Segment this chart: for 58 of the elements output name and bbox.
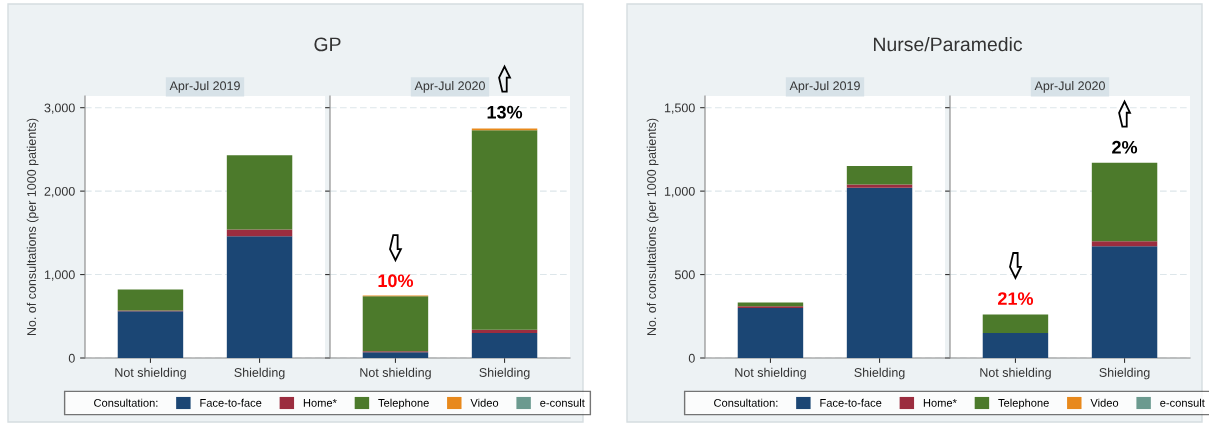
legend-label: Home* [923, 399, 957, 407]
legend-label: Video [1090, 398, 1119, 407]
legend-title: Consultation: [714, 398, 778, 407]
legend-label: Face-to-face [200, 398, 262, 407]
bar [362, 296, 429, 352]
y-axis-title: No. of consultations (per 1000 patients) [26, 118, 39, 336]
bar [1091, 162, 1158, 242]
x-tick-label: Shielding [234, 367, 285, 380]
legend-label: Face-to-face [820, 398, 882, 407]
bar [226, 155, 293, 230]
y-tick-label: 0 [688, 353, 695, 363]
bar [1091, 246, 1158, 358]
legend-label: Video [470, 398, 499, 407]
x-tick-label: Shielding [479, 367, 530, 380]
bar [846, 166, 913, 185]
bar [471, 130, 538, 330]
bar [982, 314, 1049, 333]
chart-subtitle: Apr-Jul 2020 [414, 81, 485, 93]
annotation: 13% [487, 105, 523, 119]
legend-label: Home* [303, 399, 337, 407]
y-tick-label: 500 [674, 270, 695, 280]
bar [737, 307, 804, 358]
bar [846, 184, 913, 188]
legend-label: Telephone [378, 398, 429, 410]
chart-subtitle: Apr-Jul 2019 [789, 81, 860, 93]
bar [117, 311, 184, 358]
y-axis-title: No. of consultations (per 1000 patients) [646, 118, 659, 336]
bar [226, 236, 293, 358]
bar [846, 187, 913, 358]
y-tick-label: 1,000 [44, 270, 75, 281]
chart-subtitle: Apr-Jul 2020 [1034, 81, 1105, 93]
y-tick-label: 0 [68, 353, 75, 363]
y-tick-label: 1,500 [664, 103, 695, 114]
chart-subtitle: Apr-Jul 2019 [169, 81, 240, 93]
y-tick-label: 3,000 [44, 103, 75, 114]
x-tick-label: Shielding [1099, 367, 1150, 380]
x-tick-label: Not shielding [115, 367, 186, 380]
bar [737, 302, 804, 307]
legend-label: Telephone [998, 398, 1049, 410]
x-tick-label: Not shielding [980, 367, 1051, 380]
bar [471, 332, 538, 358]
bar [982, 332, 1049, 358]
legend-label: e-consult [540, 398, 585, 407]
bar [117, 289, 184, 311]
bar [1091, 241, 1158, 247]
legend-label: e-consult [1160, 398, 1205, 407]
legend-title: Consultation: [94, 398, 158, 407]
y-tick-label: 1,000 [664, 186, 695, 198]
x-tick-label: Shielding [854, 367, 905, 380]
chart-title: Nurse/Paramedic [873, 36, 1023, 52]
y-tick-label: 2,000 [44, 186, 75, 198]
chart-title: GP [314, 37, 341, 52]
annotation: 21% [998, 292, 1034, 305]
annotation: 10% [378, 274, 414, 288]
annotation: 2% [1112, 140, 1138, 154]
x-tick-label: Not shielding [360, 367, 431, 380]
bar [362, 352, 429, 358]
x-tick-label: Not shielding [735, 367, 806, 380]
